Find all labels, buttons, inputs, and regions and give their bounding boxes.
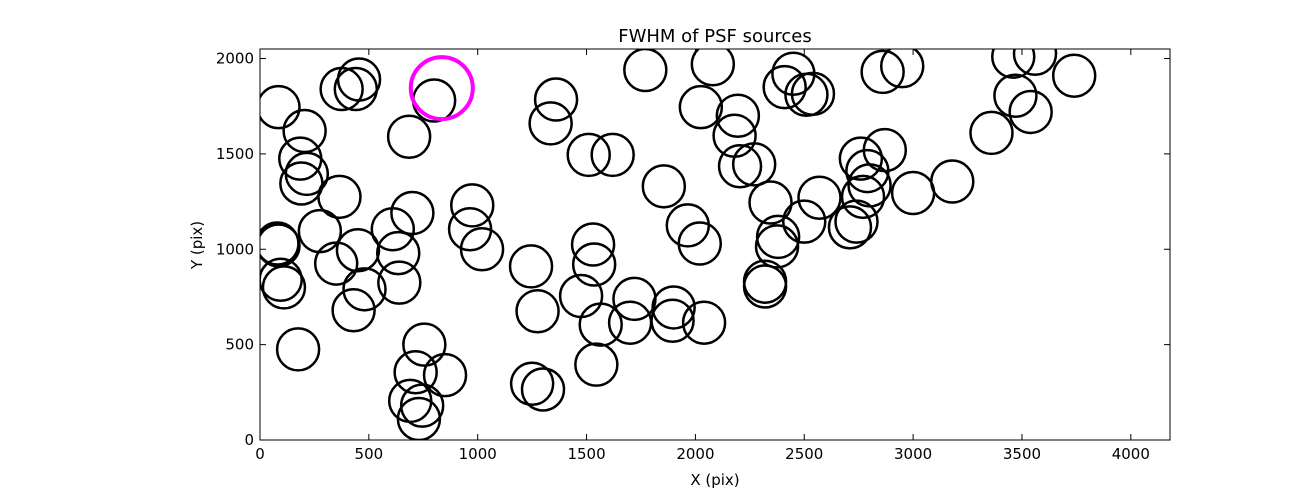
- source-point: [377, 260, 422, 305]
- source-point: [317, 174, 362, 220]
- source-point: [991, 49, 1036, 79]
- source-point: [838, 136, 884, 181]
- source-point: [335, 227, 381, 273]
- plot-frame: [259, 48, 1171, 441]
- source-point: [574, 342, 619, 387]
- source-point: [282, 108, 327, 154]
- x-tick-label: 2000: [676, 445, 714, 463]
- source-point: [860, 49, 905, 95]
- source-point: [969, 110, 1014, 156]
- source-point: [331, 288, 376, 333]
- source-point: [284, 151, 330, 197]
- x-tick-label: 1500: [567, 445, 605, 463]
- source-point: [533, 77, 579, 122]
- source-point: [450, 183, 495, 228]
- chart-title: FWHM of PSF sources: [618, 26, 812, 47]
- x-tick-label: 2500: [785, 445, 823, 463]
- y-axis-ticks: 0 500 1000 1500 2000: [216, 50, 1170, 449]
- source-point: [930, 159, 975, 204]
- source-point: [459, 227, 505, 272]
- scatter-marks: [260, 49, 1097, 440]
- x-tick-label: 500: [355, 445, 384, 463]
- y-tick-label: 500: [225, 336, 254, 354]
- y-axis-label: Y (pix): [188, 221, 206, 270]
- highlighted-source-point: [408, 55, 475, 122]
- x-axis-ticks: 0 500 1000 1500 2000 2500 3000 3500 4000: [255, 49, 1150, 463]
- source-point: [862, 127, 908, 173]
- source-point: [571, 242, 617, 287]
- source-point: [396, 396, 442, 440]
- source-point: [1008, 89, 1053, 135]
- source-point: [754, 224, 800, 269]
- source-point: [570, 222, 616, 267]
- source-point: [840, 174, 886, 220]
- x-tick-label: 3000: [894, 445, 932, 463]
- source-point: [313, 241, 359, 286]
- source-point: [275, 327, 321, 372]
- source-point: [515, 289, 560, 334]
- y-tick-label: 2000: [216, 50, 254, 68]
- source-point: [261, 265, 307, 310]
- source-point: [528, 101, 573, 146]
- x-axis-label: X (pix): [690, 471, 739, 489]
- source-point: [386, 114, 432, 159]
- source-point: [411, 78, 457, 123]
- y-tick-label: 0: [244, 431, 254, 449]
- source-point: [993, 73, 1038, 118]
- source-point: [402, 322, 447, 367]
- source-point: [879, 49, 925, 89]
- source-point: [566, 132, 611, 178]
- source-point: [260, 257, 303, 303]
- source-point: [508, 244, 554, 289]
- source-point: [509, 361, 555, 406]
- source-point: [578, 302, 623, 347]
- source-point: [717, 144, 763, 189]
- source-point: [690, 49, 736, 87]
- source-point: [742, 264, 788, 309]
- source-point: [520, 367, 566, 412]
- source-point: [762, 64, 807, 110]
- x-tick-label: 1000: [459, 445, 497, 463]
- y-tick-label: 1500: [216, 145, 254, 163]
- source-point: [422, 352, 468, 398]
- source-point: [260, 84, 301, 130]
- source-point: [681, 300, 727, 345]
- source-point: [797, 175, 842, 221]
- x-tick-label: 4000: [1112, 445, 1150, 463]
- y-tick-label: 1000: [216, 240, 254, 258]
- source-point: [590, 132, 635, 178]
- source-point: [678, 84, 724, 130]
- source-point: [890, 170, 936, 216]
- source-point: [390, 190, 435, 236]
- source-point: [827, 205, 873, 250]
- x-tick-label: 3500: [1003, 445, 1041, 463]
- source-point: [790, 71, 836, 117]
- source-point: [651, 285, 696, 330]
- source-point: [1012, 49, 1058, 77]
- source-point: [731, 142, 777, 187]
- source-point: [748, 180, 793, 225]
- source-point: [297, 208, 343, 254]
- source-point: [715, 93, 761, 139]
- source-point: [650, 298, 695, 344]
- source-point: [782, 199, 827, 244]
- source-point: [1051, 53, 1097, 98]
- source-point: [677, 221, 723, 266]
- source-point: [623, 49, 668, 93]
- source-point: [612, 276, 657, 322]
- source-point: [641, 164, 687, 209]
- source-point: [393, 350, 438, 395]
- source-point: [336, 57, 382, 102]
- source-point: [342, 267, 387, 312]
- x-tick-label: 0: [255, 445, 265, 463]
- source-point: [375, 230, 421, 276]
- source-point: [279, 161, 324, 206]
